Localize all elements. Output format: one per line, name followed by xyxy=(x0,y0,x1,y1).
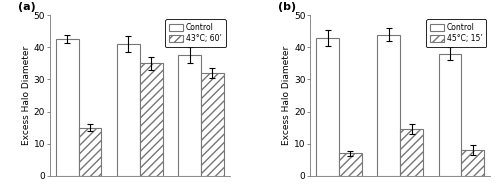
Bar xyxy=(140,63,162,176)
Bar xyxy=(339,153,362,176)
Text: (a): (a) xyxy=(18,2,36,12)
Y-axis label: Excess Halo Diameter: Excess Halo Diameter xyxy=(22,46,31,145)
Bar xyxy=(316,38,339,176)
Bar xyxy=(201,73,224,176)
Bar xyxy=(378,35,400,176)
Text: (b): (b) xyxy=(278,2,296,12)
Bar xyxy=(78,128,102,176)
Bar xyxy=(400,129,423,176)
Bar xyxy=(178,55,201,176)
Y-axis label: Excess Halo Diameter: Excess Halo Diameter xyxy=(282,46,292,145)
Bar xyxy=(462,150,484,176)
Legend: Control, 45°C; 15’: Control, 45°C; 15’ xyxy=(426,19,486,47)
Bar xyxy=(438,54,462,176)
Bar xyxy=(56,39,78,176)
Legend: Control, 43°C; 60’: Control, 43°C; 60’ xyxy=(166,19,226,47)
Bar xyxy=(117,44,140,176)
